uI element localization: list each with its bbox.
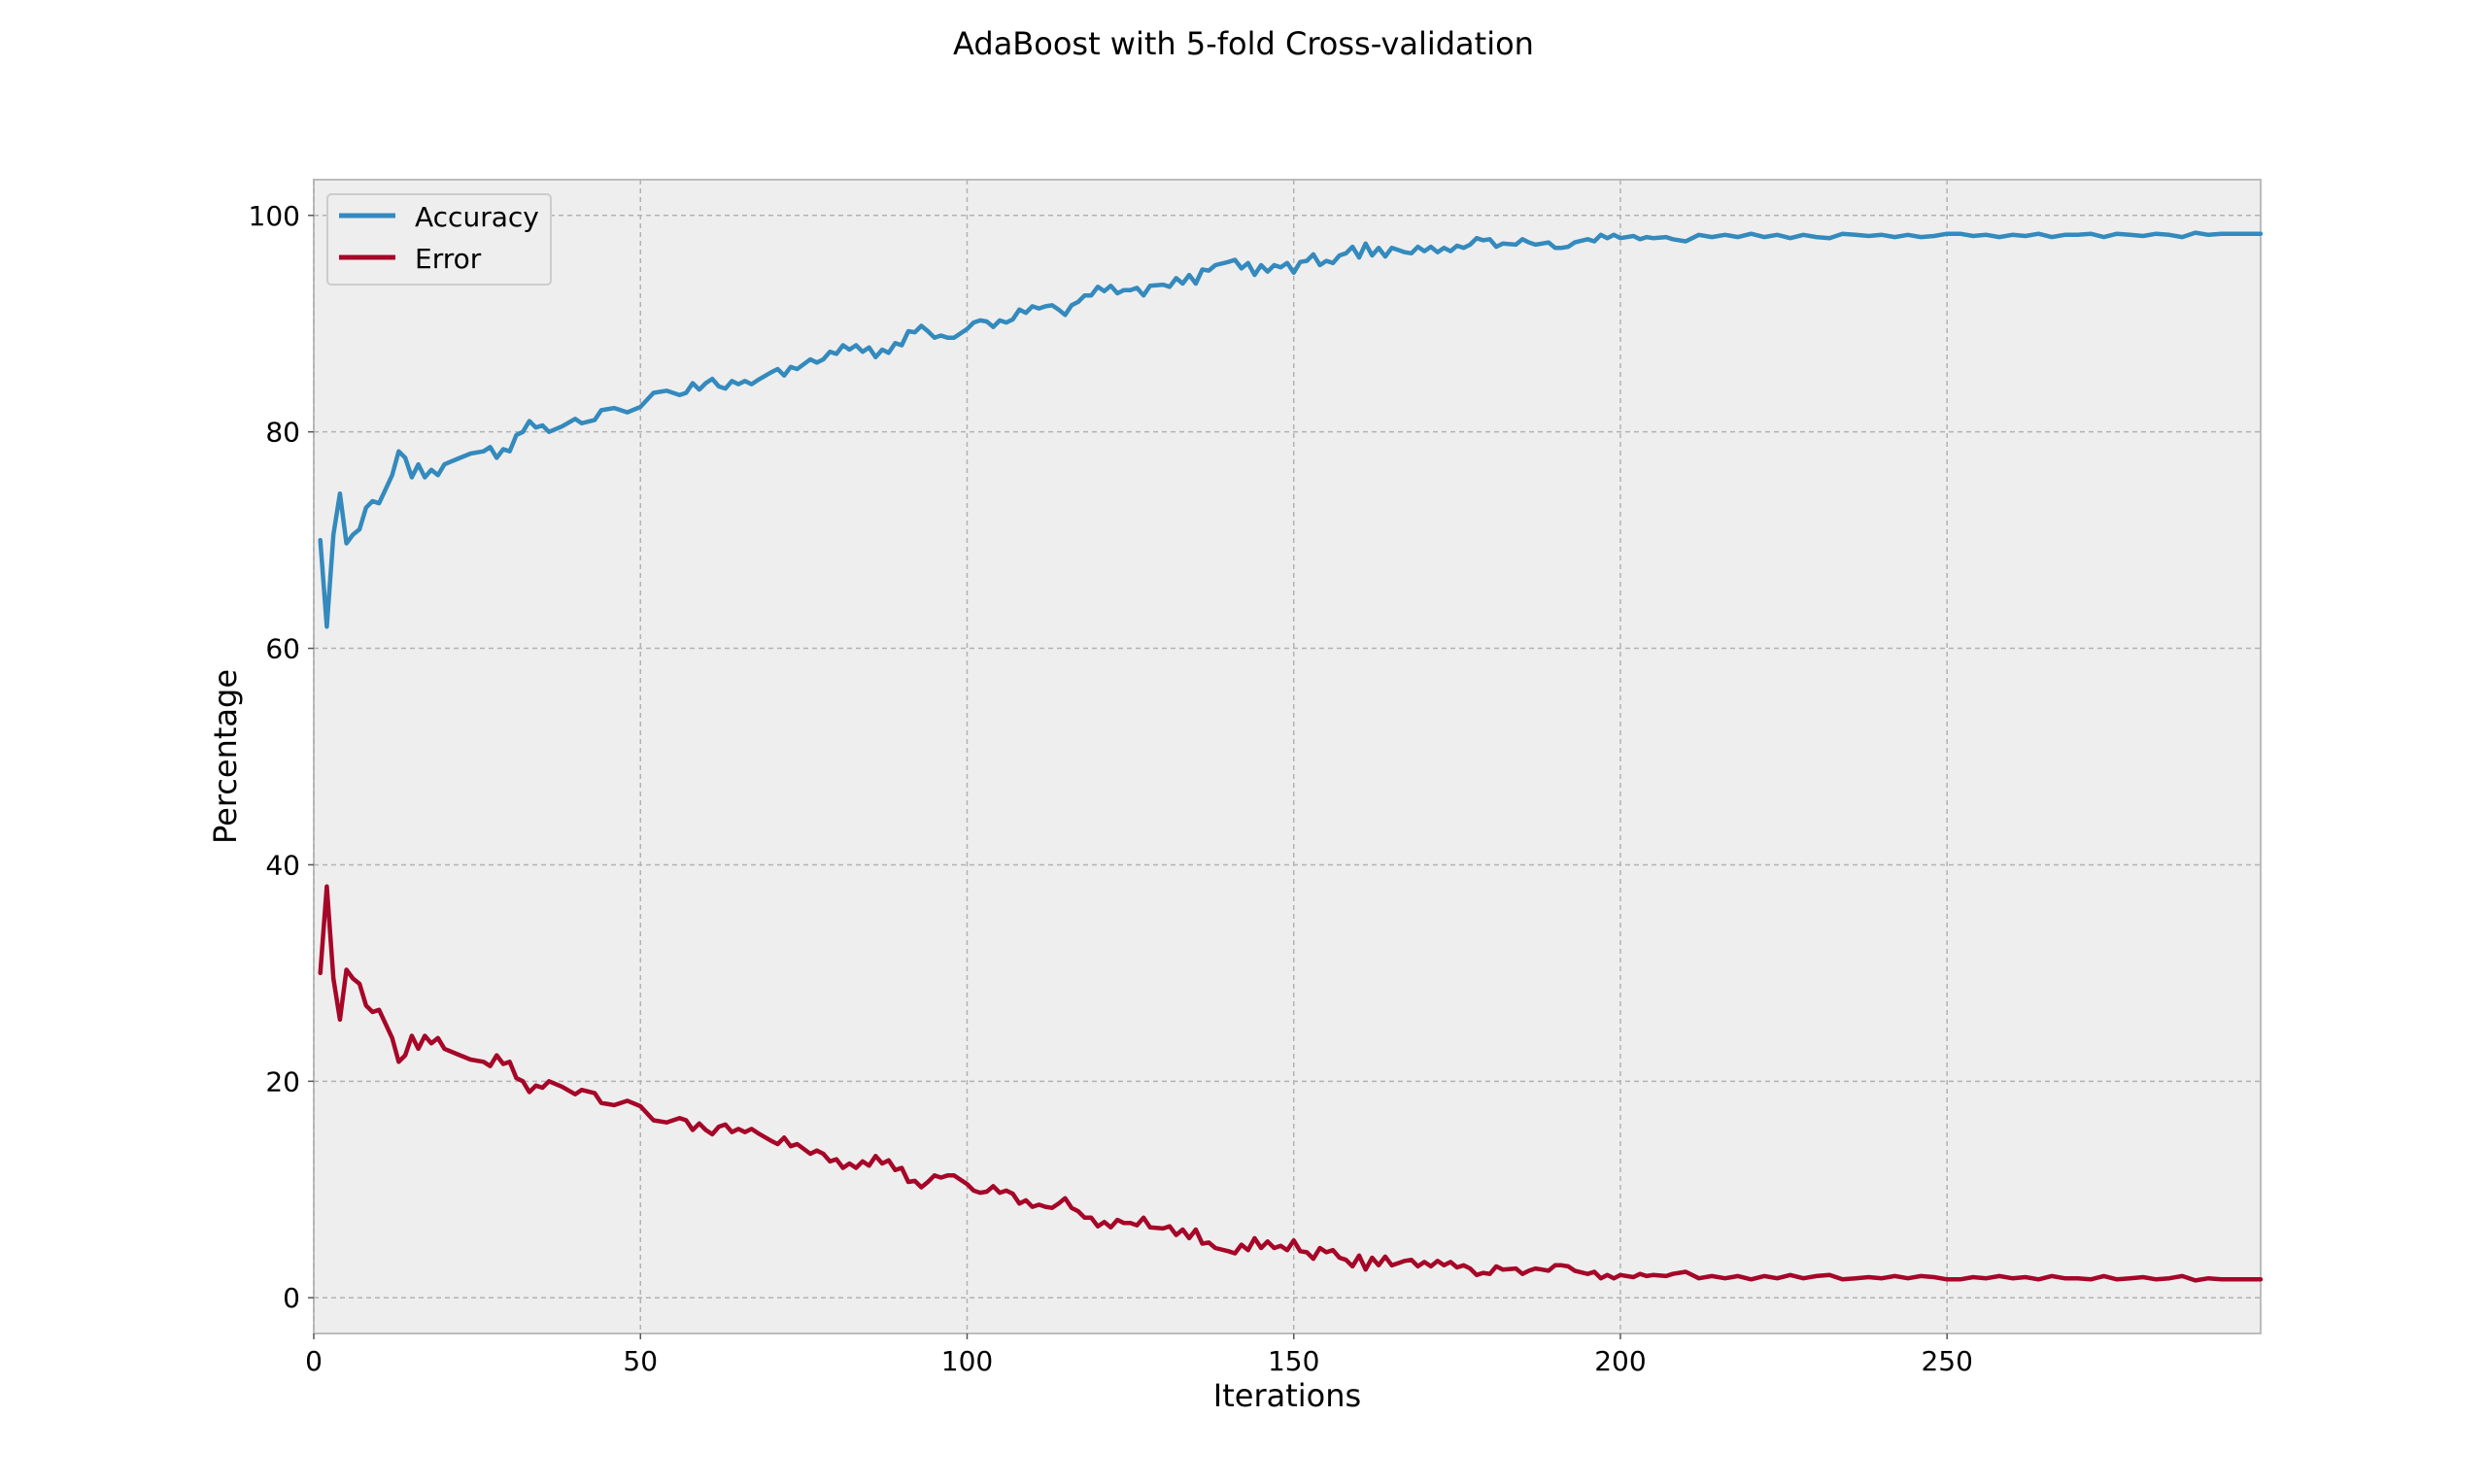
y-tick-label: 0	[283, 1282, 300, 1314]
x-tick-label: 100	[941, 1345, 993, 1377]
y-tick-label: 100	[249, 200, 300, 232]
series-line-error	[318, 884, 2264, 1283]
legend-label-error: Error	[415, 243, 482, 275]
x-tick-label: 50	[623, 1345, 658, 1377]
y-axis-ticks: 0 20 40 60 80 100	[249, 200, 314, 1314]
x-tick-label: 150	[1268, 1345, 1319, 1377]
x-tick-label: 0	[305, 1345, 323, 1377]
x-tick-label: 200	[1594, 1345, 1646, 1377]
chart-title: AdaBoost with 5-fold Cross-validation	[953, 25, 1534, 62]
x-axis-label: Iterations	[1213, 1377, 1361, 1414]
y-axis-label: Percentage	[207, 669, 244, 844]
y-tick-label: 40	[265, 849, 300, 881]
series-lines	[318, 230, 2264, 1283]
legend-label-accuracy: Accuracy	[415, 201, 539, 233]
grid-lines	[313, 180, 2261, 1333]
plot-area	[313, 179, 2262, 1334]
y-tick-label: 80	[265, 417, 300, 449]
y-tick-label: 60	[265, 633, 300, 665]
x-axis-ticks: 0 50 100 150 200 250	[305, 1333, 1973, 1377]
series-line-accuracy	[318, 230, 2264, 629]
legend[interactable]: Accuracy Error	[326, 193, 552, 286]
x-tick-label: 250	[1921, 1345, 1972, 1377]
y-tick-label: 20	[265, 1065, 300, 1097]
